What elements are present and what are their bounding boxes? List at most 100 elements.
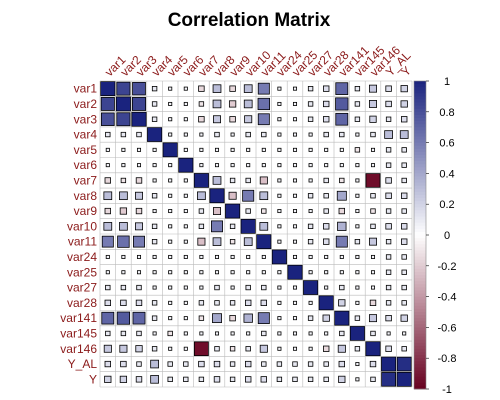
correlation-cell [322,314,330,322]
correlation-cell [244,115,253,124]
correlation-cell [355,377,360,382]
colorbar-segment [414,231,426,236]
correlation-cell [370,330,376,337]
colorbar-segment [414,151,426,156]
correlation-cell [104,299,111,306]
colorbar-segment [414,222,426,227]
correlation-cell [401,162,407,168]
correlation-cell [151,315,158,321]
correlation-cell [318,295,334,311]
correlation-cell [385,269,392,275]
correlation-cell [116,112,131,127]
correlation-cell [183,361,189,367]
correlation-cell [308,270,313,275]
correlation-cell [370,254,376,259]
correlation-cell [261,147,266,152]
correlation-cell [131,97,147,111]
correlation-cell [119,191,128,201]
correlation-cell [224,203,241,219]
correlation-cell [199,132,204,137]
correlation-cell [229,223,236,229]
row-label: Y_AL [68,357,98,371]
correlation-cell [199,270,204,275]
correlation-cell [168,270,173,275]
correlation-cell [308,209,313,214]
correlation-cell [229,315,236,322]
correlation-cell [214,346,220,352]
correlation-cell [183,193,188,198]
correlation-cell [292,239,298,244]
colorbar-segment [414,210,426,214]
correlation-cell [116,311,131,325]
correlation-cell [385,147,392,153]
correlation-cell [183,132,188,137]
correlation-cell [214,270,220,275]
correlation-cell [336,190,347,201]
correlation-cell [385,345,392,352]
correlation-cell [355,270,360,275]
correlation-cell [199,285,204,290]
correlation-cell [132,81,146,96]
correlation-cell [105,284,111,291]
correlation-cell [135,376,143,383]
colorbar-tick-label: -0.4 [438,292,457,304]
row-label: var8 [74,189,98,203]
correlation-cell [120,284,127,291]
correlation-cell [229,116,236,123]
correlation-cell [370,376,376,382]
correlation-cell [135,207,143,215]
correlation-cell [168,316,173,321]
colorbar-segment [414,247,426,251]
colorbar-segment [414,148,426,153]
correlation-cell [335,112,349,126]
colorbar-segment [414,154,426,159]
correlation-cell [307,223,314,229]
correlation-cell [292,361,298,367]
correlation-cell [101,235,114,248]
correlation-cell [243,99,253,109]
correlation-cell [214,163,220,168]
row-label: var25 [67,265,97,279]
colorbar-segment [414,161,426,165]
colorbar-segment [414,93,426,97]
row-label: var5 [74,143,98,157]
correlation-cell [401,284,407,291]
row-label: var3 [74,112,98,126]
colorbar-tick-label: -1 [442,384,452,396]
correlation-cell [152,163,157,168]
correlation-cell [401,177,407,184]
correlation-cell [228,100,237,108]
correlation-cell [105,270,110,275]
row-label: var145 [60,326,97,340]
colorbar-segment [414,87,426,91]
correlation-cell [277,300,282,305]
colorbar-segment [414,352,426,356]
colorbar-tick-label: 0.8 [439,107,454,119]
row-label: var10 [67,219,97,233]
correlation-cell [245,299,252,306]
correlation-cell [257,97,271,111]
correlation-cell [292,316,298,321]
row-label: var141 [60,311,97,325]
correlation-cell [385,116,392,122]
colorbar-segment [414,259,426,264]
correlation-cell [259,191,269,201]
correlation-cell [168,101,173,106]
colorbar-segment [414,361,426,365]
correlation-cell [212,207,221,215]
correlation-cell [277,86,282,91]
row-label: var24 [67,250,97,264]
correlation-cell [292,331,298,336]
colorbar-segment [414,367,426,371]
colorbar-segment [414,376,426,381]
correlation-cell [277,147,282,152]
colorbar-tick-label: -0.6 [438,322,457,334]
correlation-cell [120,330,127,337]
correlation-cell [292,101,298,106]
correlation-cell [368,314,377,323]
correlation-cell [323,238,330,245]
correlation-cell [370,147,376,152]
correlation-cell [183,117,188,122]
correlation-cell [338,360,345,368]
correlation-cell [349,325,366,341]
